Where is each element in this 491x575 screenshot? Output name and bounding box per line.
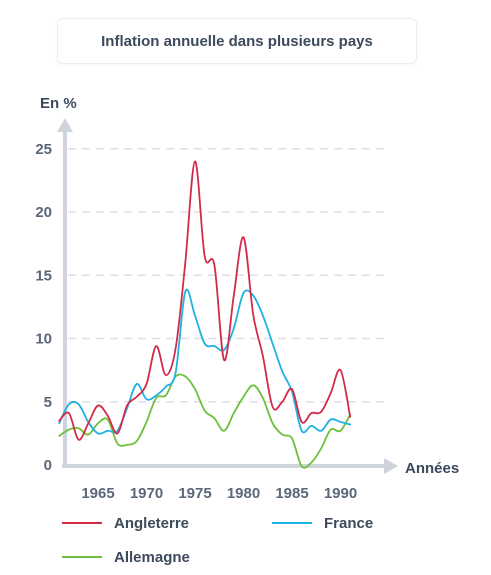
x-tick-label-1970: 1970 [130,485,163,502]
x-axis-title: Années [405,460,459,477]
tick-labels: 0 5 10 15 20 25 1965 1970 1975 1980 1985 1990 [35,141,357,502]
y-tick-label-5: 5 [44,394,52,411]
series-lines [58,160,352,469]
x-tick-label-1985: 1985 [275,485,308,502]
legend-label-allemagne: Allemagne [114,549,190,566]
x-tick-label-1975: 1975 [178,485,211,502]
x-tick-label-1980: 1980 [227,485,260,502]
series-line-france [58,288,352,435]
series-line-allemagne [58,373,352,469]
y-axis-arrow [57,118,73,132]
x-axis-arrow [384,458,398,474]
y-tick-label-15: 15 [35,267,52,284]
chart-title: Inflation annuelle dans plusieurs pays [57,18,417,64]
x-tick-label-1990: 1990 [324,485,357,502]
legend-label-angleterre: Angleterre [114,515,189,532]
legend-label-france: France [324,515,373,532]
x-tick-label-1965: 1965 [81,485,114,502]
axes: En % Années [40,95,459,477]
y-tick-label-25: 25 [35,141,52,158]
series-line-angleterre [58,160,352,441]
y-tick-label-10: 10 [35,331,52,348]
y-tick-label-0: 0 [44,457,52,474]
y-tick-label-20: 20 [35,204,52,221]
y-axis-title: En % [40,95,77,112]
grid-lines [68,148,385,403]
legend: Angleterre France Allemagne [62,515,373,566]
